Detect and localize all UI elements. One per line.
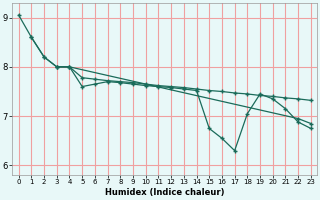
X-axis label: Humidex (Indice chaleur): Humidex (Indice chaleur): [105, 188, 225, 197]
